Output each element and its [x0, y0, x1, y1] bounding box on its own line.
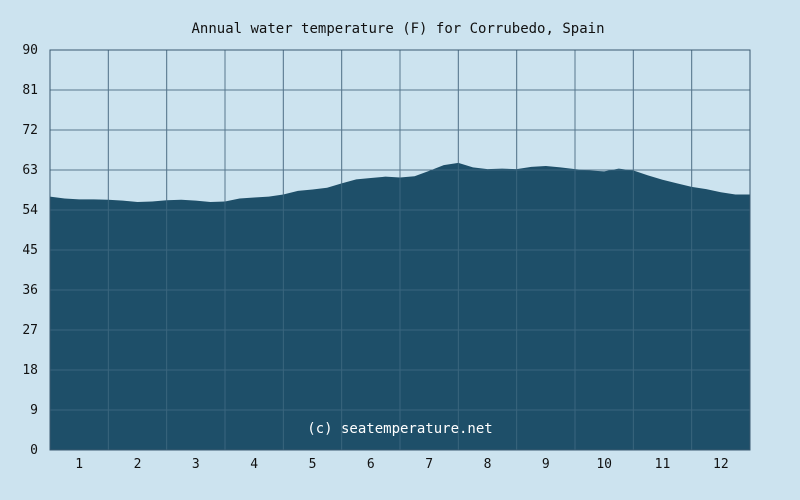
y-tick-label: 9 [30, 403, 38, 418]
y-tick-label: 36 [22, 283, 38, 298]
x-tick-label: 8 [484, 457, 492, 472]
x-tick-label: 6 [367, 457, 375, 472]
x-tick-label: 5 [309, 457, 317, 472]
x-tick-label: 10 [596, 457, 612, 472]
y-tick-label: 90 [22, 43, 38, 58]
x-tick-label: 9 [542, 457, 550, 472]
y-tick-label: 81 [22, 83, 38, 98]
y-tick-label: 0 [30, 443, 38, 458]
x-tick-label: 4 [250, 457, 258, 472]
y-tick-label: 18 [22, 363, 38, 378]
y-tick-label: 45 [22, 243, 38, 258]
x-tick-label: 1 [75, 457, 83, 472]
x-axis-ticks: 1 2 3 4 5 6 7 8 9 10 11 12 [75, 457, 728, 472]
x-tick-label: 11 [655, 457, 671, 472]
x-tick-label: 7 [425, 457, 433, 472]
x-tick-label: 3 [192, 457, 200, 472]
temperature-area [50, 162, 750, 450]
chart-title: Annual water temperature (F) for Corrube… [191, 21, 604, 37]
grid-overlay [50, 49, 750, 451]
x-tick-label: 12 [713, 457, 729, 472]
plot-border [49, 49, 751, 451]
y-tick-label: 27 [22, 323, 38, 338]
watermark-credit: (c) seatemperature.net [307, 421, 492, 437]
y-tick-label: 72 [22, 123, 38, 138]
y-tick-label: 63 [22, 163, 38, 178]
x-tick-label: 2 [134, 457, 142, 472]
y-tick-label: 54 [22, 203, 38, 218]
